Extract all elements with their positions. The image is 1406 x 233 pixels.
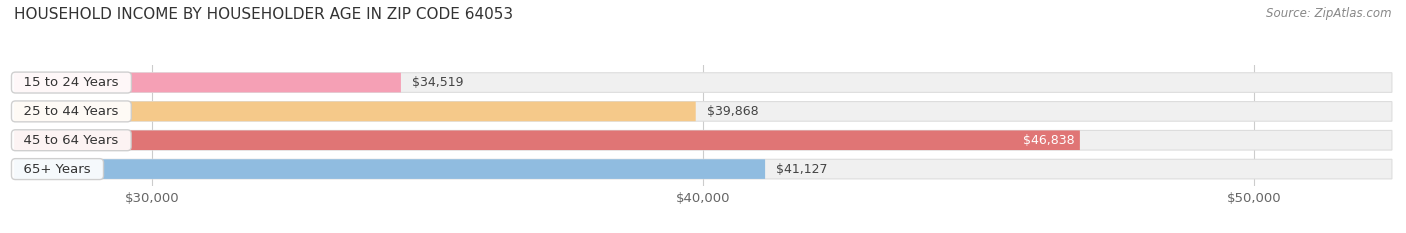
Text: $34,519: $34,519 xyxy=(412,76,464,89)
Text: HOUSEHOLD INCOME BY HOUSEHOLDER AGE IN ZIP CODE 64053: HOUSEHOLD INCOME BY HOUSEHOLDER AGE IN Z… xyxy=(14,7,513,22)
Text: $41,127: $41,127 xyxy=(776,163,828,176)
Text: 15 to 24 Years: 15 to 24 Years xyxy=(15,76,128,89)
FancyBboxPatch shape xyxy=(14,130,1080,150)
FancyBboxPatch shape xyxy=(14,102,1392,121)
Text: 25 to 44 Years: 25 to 44 Years xyxy=(15,105,128,118)
FancyBboxPatch shape xyxy=(14,159,765,179)
Text: $39,868: $39,868 xyxy=(707,105,758,118)
FancyBboxPatch shape xyxy=(14,73,401,92)
Text: 45 to 64 Years: 45 to 64 Years xyxy=(15,134,127,147)
Text: Source: ZipAtlas.com: Source: ZipAtlas.com xyxy=(1267,7,1392,20)
FancyBboxPatch shape xyxy=(14,102,696,121)
FancyBboxPatch shape xyxy=(14,73,1392,92)
Text: $46,838: $46,838 xyxy=(1022,134,1074,147)
FancyBboxPatch shape xyxy=(14,130,1392,150)
FancyBboxPatch shape xyxy=(14,159,1392,179)
Text: 65+ Years: 65+ Years xyxy=(15,163,100,176)
